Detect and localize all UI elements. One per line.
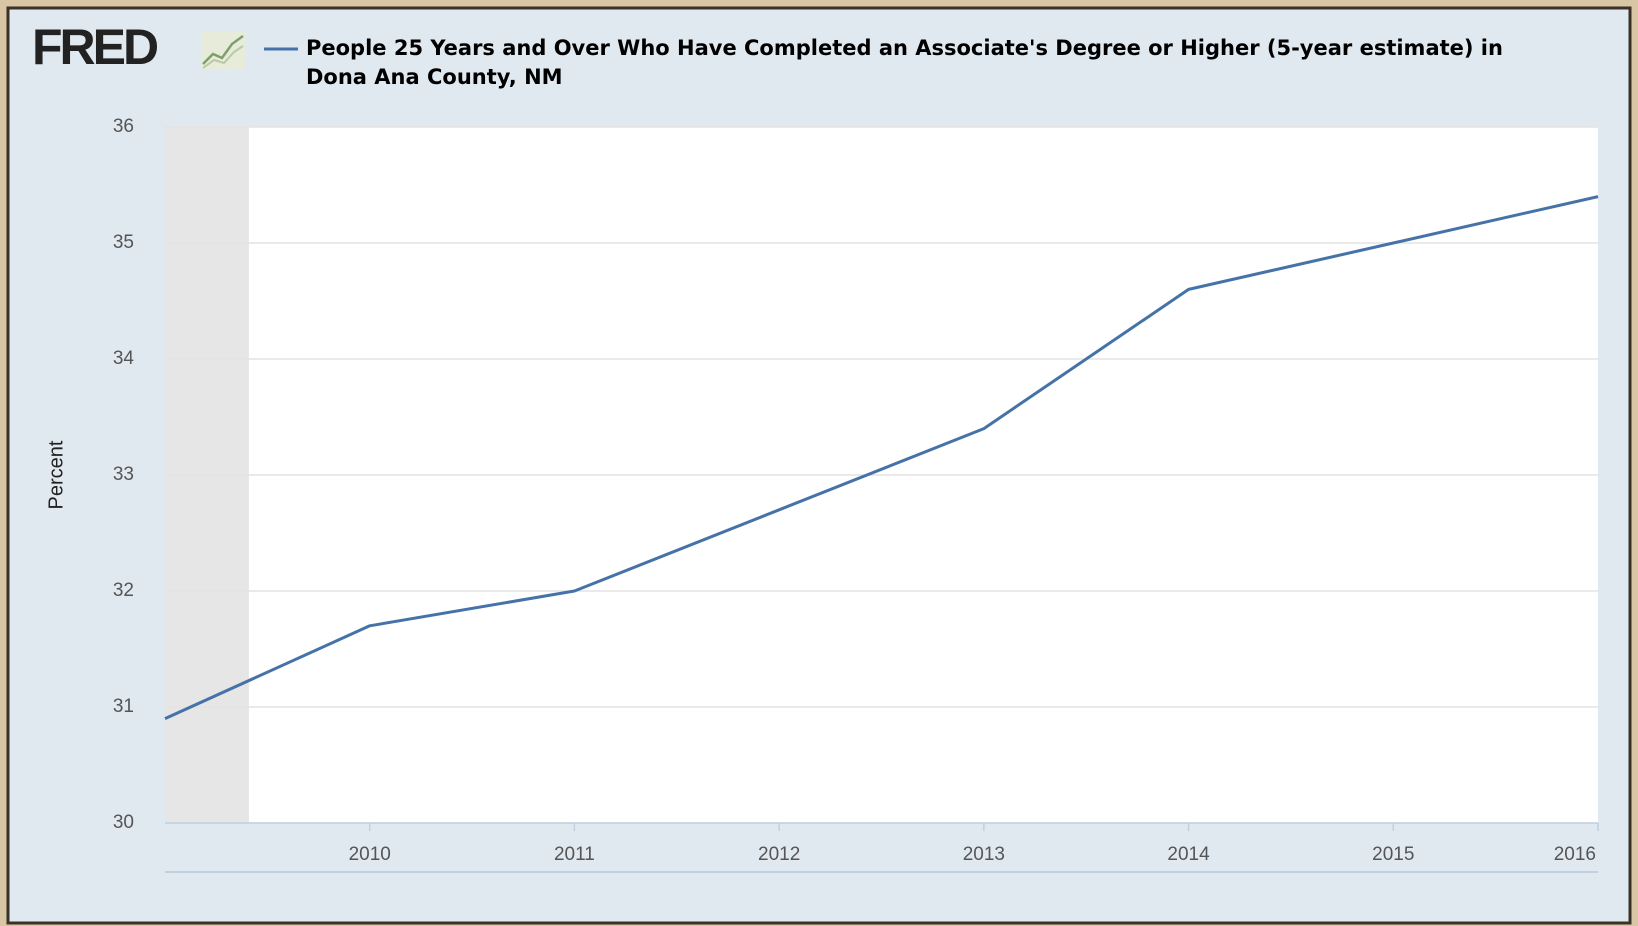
x-tick-label: 2012: [758, 844, 800, 865]
y-tick-label: 32: [113, 580, 134, 601]
legend-label: Dona Ana County, NM: [306, 65, 563, 89]
x-tick-label: 2016: [1554, 844, 1596, 865]
legend-label: People 25 Years and Over Who Have Comple…: [306, 36, 1503, 60]
logo-icon: [201, 32, 245, 70]
y-tick-label: 31: [113, 696, 134, 717]
logo: FRED: [32, 19, 158, 75]
logo-icon-line: [202, 34, 244, 65]
logo-icon-line: [202, 45, 244, 69]
x-tick-label: 2013: [963, 844, 1005, 865]
y-tick-label: 36: [113, 116, 134, 137]
y-tick-label: 34: [113, 348, 135, 369]
x-tick-label: 2015: [1372, 844, 1414, 865]
y-tick-label: 35: [113, 232, 134, 253]
x-tick-label: 2010: [349, 844, 391, 865]
data-line: [164, 195, 1599, 720]
x-tick-label: 2011: [554, 844, 595, 865]
y-tick-label: 30: [113, 812, 134, 833]
y-axis-label: Percent: [45, 440, 67, 509]
y-tick-label: 33: [113, 464, 134, 485]
x-tick-label: 2014: [1167, 844, 1210, 865]
